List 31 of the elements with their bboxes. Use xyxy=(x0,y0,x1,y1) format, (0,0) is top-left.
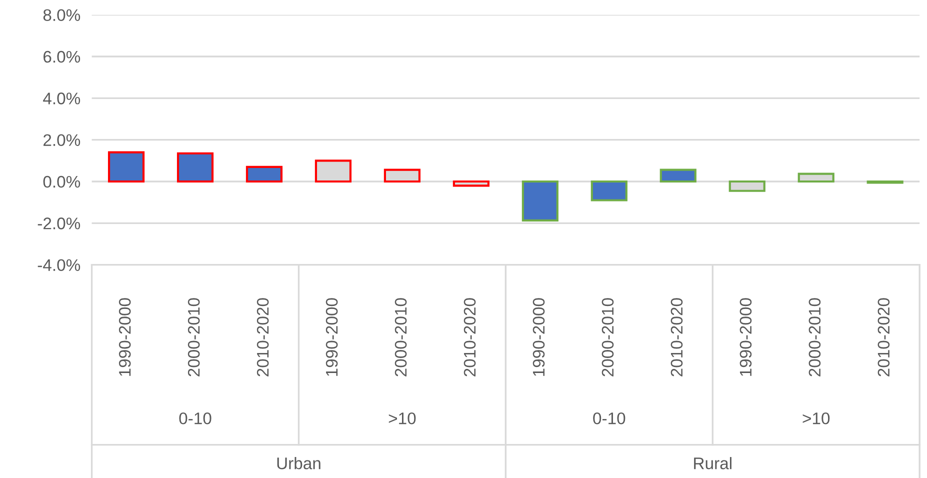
x-tick-label: 1990-2000 xyxy=(118,298,131,376)
text: Rural xyxy=(694,457,732,470)
y-tick-label: 6.0% xyxy=(44,50,80,63)
text: >10 xyxy=(388,412,416,424)
x-tick-label: 2010-2020 xyxy=(878,298,890,376)
y-tick-label: 8.0% xyxy=(43,9,80,22)
text: Urban xyxy=(277,457,320,470)
y-tick-label: -4.0% xyxy=(38,259,80,272)
x-tick-label: 2010-2020 xyxy=(256,298,269,376)
text: 0-10 xyxy=(593,412,626,424)
x-tick-label: 2000-2010 xyxy=(188,298,200,376)
x-tick-label: 1990-2000 xyxy=(740,298,752,376)
bar xyxy=(522,180,558,222)
y-tick-label: 4.0% xyxy=(43,92,80,104)
x-tick-label: 2010-2020 xyxy=(670,298,683,376)
x-tick-label: 2000-2010 xyxy=(602,298,614,376)
bar xyxy=(176,152,214,183)
x-tick-label: 2000-2010 xyxy=(394,298,407,376)
bar xyxy=(108,151,145,183)
bar xyxy=(246,166,283,183)
bar xyxy=(660,168,696,183)
x-tick-label: 1990-2000 xyxy=(532,298,545,376)
text: 0-10 xyxy=(179,412,212,424)
y-tick-label: 2.0% xyxy=(44,134,80,146)
x-tick-label: 2000-2010 xyxy=(808,298,821,376)
text: >10 xyxy=(802,412,830,424)
y-tick-label: -2.0% xyxy=(38,218,80,230)
x-tick-label: 1990-2000 xyxy=(326,298,338,376)
bar xyxy=(590,180,628,202)
y-tick-label: 0.0% xyxy=(43,176,80,188)
x-tick-label: 2010-2020 xyxy=(464,298,476,376)
